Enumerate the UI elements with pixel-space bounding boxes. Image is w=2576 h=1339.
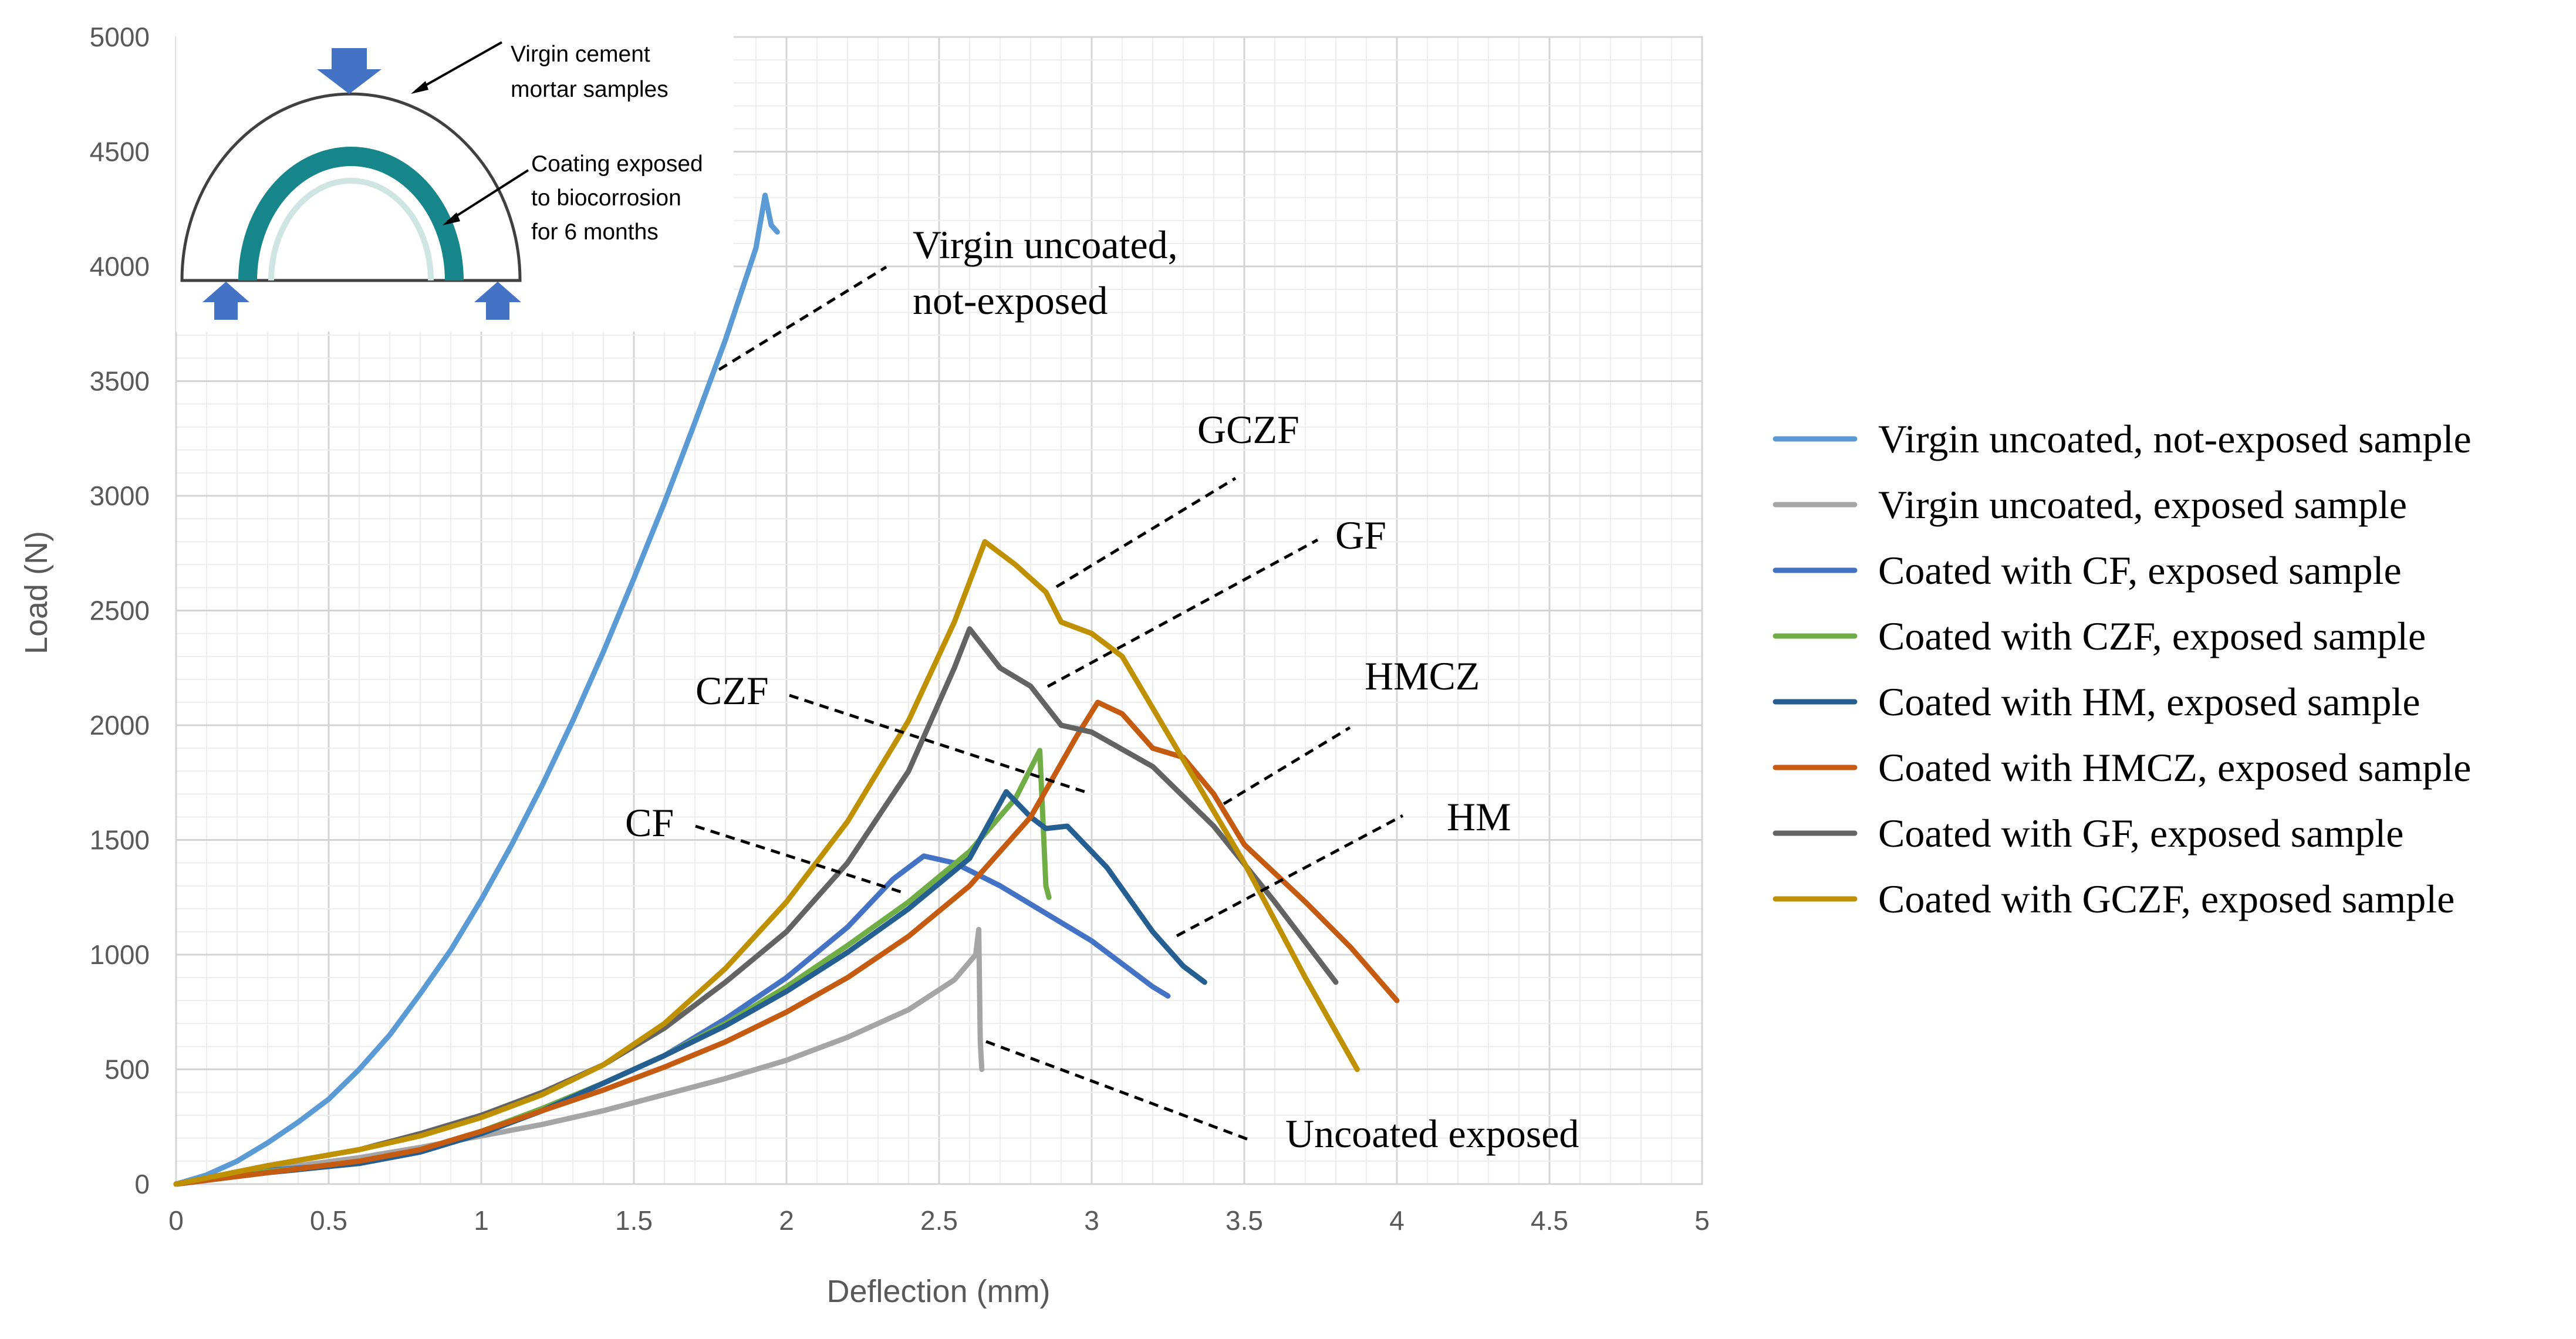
x-tick-label: 4.5 bbox=[1531, 1205, 1568, 1236]
legend-label: Coated with HMCZ, exposed sample bbox=[1878, 745, 2471, 790]
series-line-2 bbox=[173, 927, 985, 1187]
x-tick-label: 5 bbox=[1694, 1205, 1710, 1236]
coating-layer bbox=[238, 147, 464, 280]
specimen-schematic: Virgin cement mortar samples Coating exp… bbox=[176, 35, 734, 332]
x-tick-label: 2.5 bbox=[920, 1205, 958, 1236]
x-tick-label: 2 bbox=[779, 1205, 794, 1236]
annotation-cf: CF bbox=[625, 800, 674, 845]
inset-label-coat-2: to biocorrosion bbox=[531, 185, 681, 211]
leader-hmcz bbox=[1223, 726, 1351, 806]
legend: Virgin uncoated, not-exposed sample Virgi… bbox=[1773, 417, 2472, 921]
leader-gczf bbox=[1055, 476, 1237, 589]
annotation-virgin-not-exposed-line2: not-exposed bbox=[913, 278, 1108, 323]
legend-label: Coated with GF, exposed sample bbox=[1878, 811, 2403, 856]
inset-label-coat-3: for 6 months bbox=[531, 219, 659, 245]
y-tick-label: 5000 bbox=[90, 22, 150, 52]
x-tick-label: 0.5 bbox=[310, 1205, 347, 1236]
leader-cf bbox=[695, 824, 902, 894]
legend-label: Coated with CF, exposed sample bbox=[1878, 548, 2402, 593]
annotation-czf: CZF bbox=[696, 668, 769, 713]
leader-hm bbox=[1176, 814, 1404, 938]
leader-czf bbox=[789, 694, 1086, 794]
series-line-8 bbox=[173, 539, 1360, 1187]
y-tick-label: 1000 bbox=[90, 939, 150, 970]
y-tick-labels: 0 500 1000 1500 2000 2500 3000 3500 4000 4500 5000 bbox=[90, 22, 150, 1199]
y-tick-label: 4000 bbox=[90, 251, 150, 282]
pointer-top bbox=[415, 41, 502, 92]
leader-virgin-not-exposed bbox=[718, 265, 887, 371]
x-tick-label: 0 bbox=[168, 1205, 184, 1236]
legend-label: Coated with GCZF, exposed sample bbox=[1878, 877, 2455, 921]
legend-label: Coated with HM, exposed sample bbox=[1878, 679, 2420, 724]
pointer-top-head-icon bbox=[411, 81, 428, 94]
annotation-labels: Virgin uncoated, not-exposed GCZF GF HMC… bbox=[625, 222, 1579, 1156]
left-support-arrow-icon bbox=[202, 282, 249, 320]
x-tick-label: 1.5 bbox=[615, 1205, 653, 1236]
top-load-arrow-icon bbox=[317, 48, 381, 94]
annotation-hmcz: HMCZ bbox=[1365, 654, 1480, 698]
inset-label-coat-1: Coating exposed bbox=[531, 151, 703, 177]
pointer-coating bbox=[446, 169, 529, 223]
y-tick-label: 2000 bbox=[90, 710, 150, 740]
right-support-arrow-icon bbox=[474, 282, 521, 320]
annotation-leaders bbox=[695, 265, 1404, 1143]
y-tick-label: 2500 bbox=[90, 596, 150, 626]
annotation-uncoated-exposed: Uncoated exposed bbox=[1285, 1111, 1579, 1156]
data-series bbox=[173, 192, 1400, 1187]
inset-label-top-2: mortar samples bbox=[511, 77, 669, 102]
legend-label: Virgin uncoated, exposed sample bbox=[1878, 482, 2407, 527]
legend-label: Virgin uncoated, not-exposed sample bbox=[1878, 417, 2472, 461]
x-tick-label: 4 bbox=[1389, 1205, 1405, 1236]
plot-border bbox=[175, 36, 1703, 1185]
series-line-6 bbox=[173, 699, 1400, 1187]
x-tick-labels: 0 0.5 1 1.5 2 2.5 3 3.5 4 4.5 5 bbox=[168, 1205, 1710, 1236]
y-tick-label: 1500 bbox=[90, 825, 150, 856]
leader-gf bbox=[1046, 538, 1319, 688]
x-axis-title: Deflection (mm) bbox=[826, 1274, 1050, 1309]
y-tick-label: 3000 bbox=[90, 481, 150, 511]
y-tick-label: 4500 bbox=[90, 137, 150, 167]
y-axis-title: Load (N) bbox=[19, 531, 54, 654]
annotation-gf: GF bbox=[1335, 513, 1386, 557]
annotation-gczf: GCZF bbox=[1197, 407, 1299, 452]
pointer-coating-head-icon bbox=[443, 212, 460, 225]
annotation-hm: HM bbox=[1447, 794, 1511, 839]
coating-inner-rough bbox=[268, 178, 434, 281]
annotation-virgin-not-exposed-line1: Virgin uncoated, bbox=[913, 222, 1178, 267]
x-tick-label: 1 bbox=[474, 1205, 489, 1236]
inset-label-top-1: Virgin cement bbox=[511, 42, 650, 67]
y-tick-label: 3500 bbox=[90, 366, 150, 397]
x-tick-label: 3 bbox=[1084, 1205, 1099, 1236]
y-tick-label: 500 bbox=[104, 1054, 150, 1085]
x-tick-label: 3.5 bbox=[1225, 1205, 1263, 1236]
y-tick-label: 0 bbox=[134, 1169, 150, 1199]
legend-label: Coated with CZF, exposed sample bbox=[1878, 614, 2426, 658]
series-line-1 bbox=[173, 192, 780, 1187]
specimen-outer-arch bbox=[180, 92, 522, 282]
